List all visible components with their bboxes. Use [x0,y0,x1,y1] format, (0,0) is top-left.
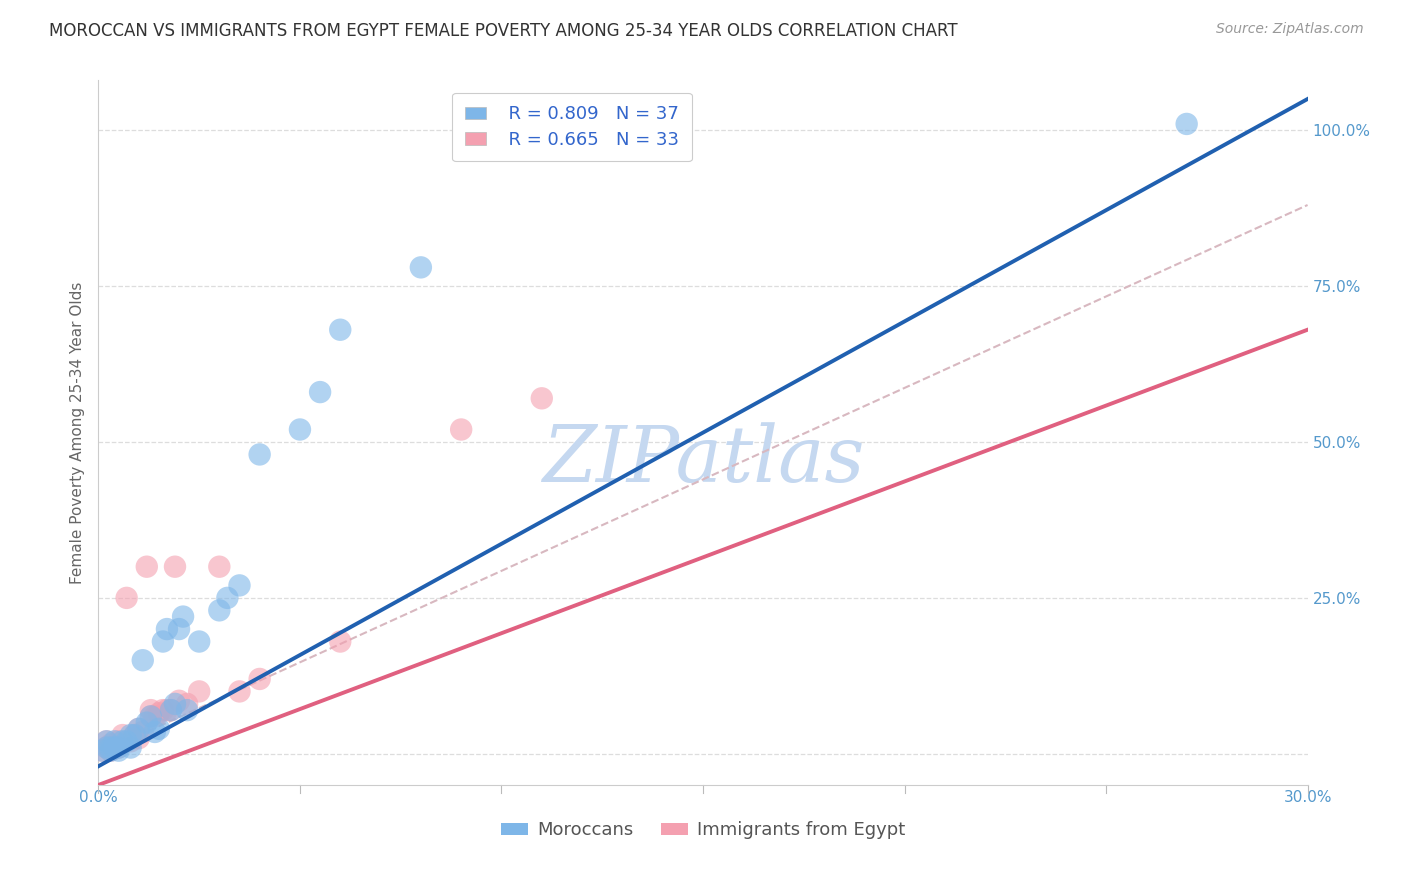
Point [148,722,170,736]
Point [208,559,231,574]
Point [152,634,174,648]
Point [329,634,352,648]
Point [329,323,352,337]
Point [111,728,134,742]
Point [120,740,142,755]
Point [228,684,250,698]
Text: ZIPatlas: ZIPatlas [541,423,865,499]
Point [163,697,186,711]
Point [100,744,122,758]
Point [188,684,211,698]
Point [120,734,142,748]
Point [128,722,150,736]
Point [160,703,183,717]
Point [208,603,231,617]
Point [309,385,332,400]
Point [107,734,129,748]
Point [103,740,125,755]
Point [128,731,150,746]
Point [1175,117,1198,131]
Point [103,740,125,755]
Point [176,697,198,711]
Point [450,423,472,437]
Point [107,740,129,755]
Point [409,260,432,275]
Point [91,744,114,758]
Point [115,734,138,748]
Point [188,634,211,648]
Point [132,653,155,667]
Text: Source: ZipAtlas.com: Source: ZipAtlas.com [1216,22,1364,37]
Point [100,740,122,755]
Point [96,740,118,755]
Point [249,447,271,461]
Point [167,622,190,636]
Point [124,728,146,742]
Point [103,734,125,748]
Point [100,744,122,758]
Point [139,703,162,717]
Y-axis label: Female Poverty Among 25-34 Year Olds: Female Poverty Among 25-34 Year Olds [69,282,84,583]
Point [148,706,170,721]
Point [135,715,157,730]
Point [115,591,138,605]
Point [152,703,174,717]
Point [249,672,271,686]
Point [107,744,129,758]
Point [139,709,162,723]
Point [107,740,129,755]
Point [91,744,114,758]
Point [176,703,198,717]
Point [132,725,155,739]
Point [143,709,166,723]
Point [163,559,186,574]
Point [156,703,179,717]
Point [288,423,311,437]
Point [96,734,118,748]
Point [143,725,166,739]
Point [124,728,146,742]
Text: MOROCCAN VS IMMIGRANTS FROM EGYPT FEMALE POVERTY AMONG 25-34 YEAR OLDS CORRELATI: MOROCCAN VS IMMIGRANTS FROM EGYPT FEMALE… [49,22,957,40]
Point [111,734,134,748]
Point [167,694,190,708]
Point [139,709,162,723]
Point [228,578,250,592]
Point [530,392,553,406]
Point [217,591,239,605]
Point [156,622,179,636]
Point [96,740,118,755]
Legend: Moroccans, Immigrants from Egypt: Moroccans, Immigrants from Egypt [494,814,912,847]
Point [128,722,150,736]
Point [172,609,194,624]
Point [100,738,122,752]
Point [120,728,142,742]
Point [135,559,157,574]
Point [160,703,183,717]
Point [96,734,118,748]
